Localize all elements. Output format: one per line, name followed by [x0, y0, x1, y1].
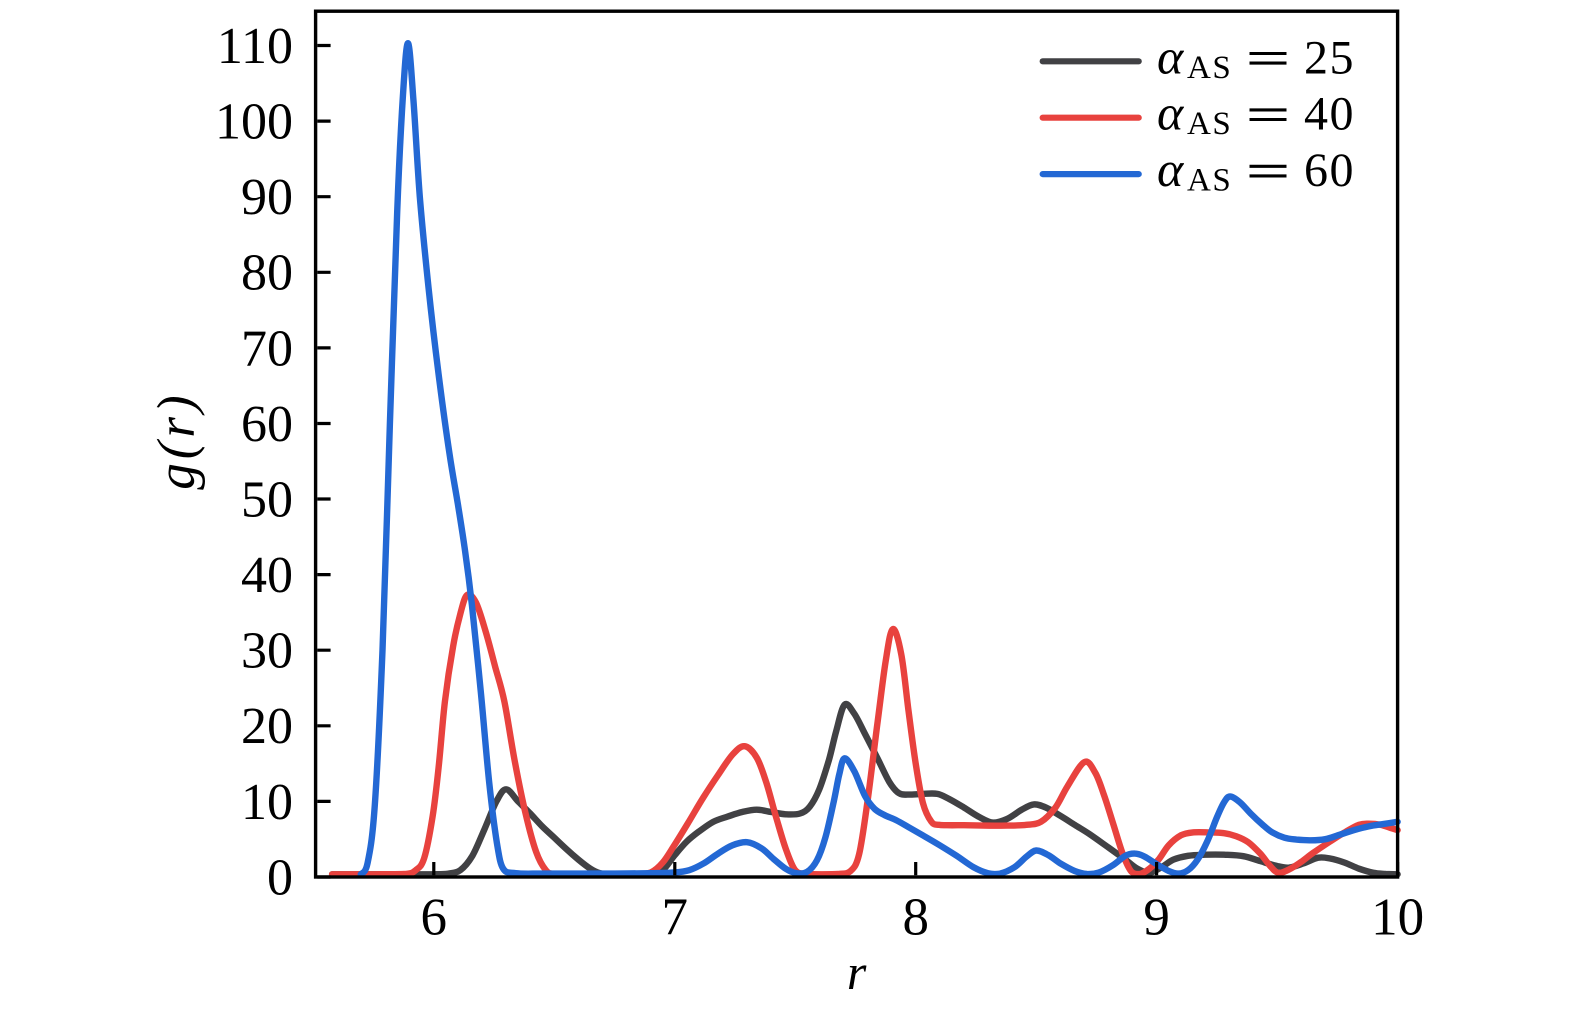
svg-text:60: 60 — [1304, 144, 1355, 197]
svg-text:25: 25 — [1304, 31, 1355, 84]
svg-text:60: 60 — [241, 396, 293, 453]
svg-text:30: 30 — [241, 623, 293, 680]
svg-text:110: 110 — [217, 18, 293, 75]
svg-text:g(r): g(r) — [148, 391, 206, 489]
svg-text:α: α — [1157, 28, 1185, 84]
svg-text:40: 40 — [1304, 88, 1355, 141]
svg-text:AS: AS — [1187, 50, 1232, 86]
svg-text:AS: AS — [1187, 163, 1232, 199]
svg-text:α: α — [1157, 141, 1185, 197]
svg-text:40: 40 — [241, 547, 293, 604]
svg-text:AS: AS — [1187, 106, 1232, 142]
svg-text:70: 70 — [241, 320, 293, 377]
svg-text:10: 10 — [1371, 888, 1424, 946]
svg-text:7: 7 — [662, 888, 689, 946]
svg-text:r: r — [847, 944, 867, 1000]
svg-text:9: 9 — [1143, 888, 1170, 946]
svg-text:8: 8 — [902, 888, 929, 946]
svg-text:20: 20 — [241, 698, 293, 755]
svg-text:90: 90 — [241, 169, 293, 226]
svg-text:0: 0 — [267, 849, 293, 906]
svg-text:10: 10 — [241, 774, 293, 831]
svg-text:50: 50 — [241, 471, 293, 528]
svg-text:6: 6 — [421, 888, 448, 946]
svg-text:100: 100 — [215, 94, 293, 151]
svg-text:α: α — [1157, 85, 1185, 141]
svg-text:80: 80 — [241, 245, 293, 302]
